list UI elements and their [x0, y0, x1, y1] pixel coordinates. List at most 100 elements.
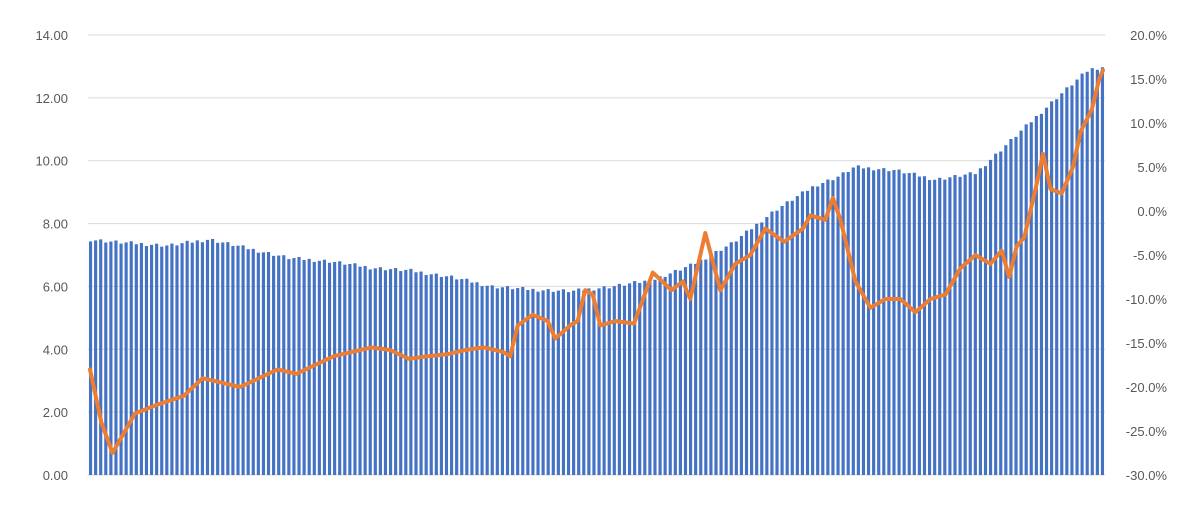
bar-178 — [994, 153, 998, 475]
bar-100 — [597, 288, 601, 475]
bar-60 — [394, 268, 398, 475]
bar-32 — [251, 248, 255, 475]
bar-191 — [1060, 93, 1064, 476]
line-path — [88, 68, 1105, 455]
bar-23 — [205, 239, 210, 475]
bar-154 — [872, 170, 876, 475]
bar-116 — [678, 270, 682, 475]
bar-7 — [124, 242, 128, 475]
bar-79 — [490, 285, 494, 475]
bar-162 — [912, 172, 916, 476]
bar-120 — [699, 259, 703, 475]
bar-117 — [683, 267, 688, 475]
bar-16 — [170, 243, 174, 475]
bar-150 — [851, 167, 855, 475]
bar-58 — [383, 270, 388, 475]
bar-144 — [821, 182, 825, 476]
bar-56 — [373, 268, 377, 475]
bar-131 — [755, 223, 759, 475]
bar-196 — [1085, 71, 1089, 475]
bar-series — [88, 67, 1105, 476]
bar-69 — [439, 276, 443, 475]
bar-133 — [765, 217, 769, 475]
bar-6 — [119, 243, 123, 475]
bar-138 — [790, 200, 794, 476]
bar-36 — [272, 255, 276, 475]
bar-169 — [948, 177, 952, 475]
bar-44 — [312, 261, 316, 475]
bar-81 — [500, 287, 504, 475]
left-tick-label-2: 4.00 — [43, 342, 68, 357]
bar-147 — [836, 176, 840, 475]
bar-80 — [495, 288, 499, 475]
right-tick-label-9: 15.0% — [1130, 72, 1167, 87]
bar-34 — [261, 252, 266, 475]
bar-110 — [648, 282, 652, 475]
bar-195 — [1080, 73, 1084, 475]
bar-148 — [841, 172, 845, 476]
bar-55 — [368, 269, 372, 475]
bar-75 — [470, 282, 474, 475]
bar-136 — [780, 206, 784, 475]
left-tick-label-1: 2.00 — [43, 405, 68, 420]
bar-194 — [1075, 79, 1079, 476]
bar-135 — [775, 210, 779, 476]
left-tick-label-5: 10.00 — [35, 154, 68, 169]
bar-99 — [592, 290, 596, 475]
bar-163 — [917, 176, 921, 475]
bar-118 — [689, 263, 693, 475]
bar-14 — [160, 246, 164, 475]
bar-24 — [211, 238, 215, 475]
bar-179 — [999, 151, 1003, 475]
bar-22 — [200, 242, 204, 475]
bar-111 — [653, 279, 657, 475]
bar-186 — [1034, 116, 1038, 475]
bar-173 — [968, 172, 972, 475]
bar-59 — [388, 269, 393, 475]
bar-67 — [429, 274, 433, 475]
bar-153 — [866, 167, 871, 475]
bar-109 — [643, 280, 647, 475]
bar-48 — [333, 261, 337, 475]
bar-180 — [1004, 145, 1008, 475]
bar-140 — [800, 191, 805, 475]
bar-129 — [744, 230, 749, 475]
bar-161 — [907, 173, 911, 475]
right-tick-label-7: 5.0% — [1137, 160, 1167, 175]
bar-84 — [516, 288, 520, 475]
bar-112 — [658, 276, 662, 475]
bar-157 — [887, 171, 891, 475]
bar-52 — [353, 263, 357, 475]
bar-176 — [983, 166, 988, 475]
bar-94 — [566, 292, 571, 475]
bar-12 — [149, 244, 154, 475]
right-tick-label-3: -15.0% — [1126, 336, 1168, 351]
bar-65 — [419, 271, 423, 475]
bar-122 — [709, 255, 713, 475]
bar-145 — [826, 179, 830, 476]
bar-91 — [551, 291, 555, 475]
bar-101 — [602, 286, 606, 475]
bar-124 — [719, 250, 723, 475]
bar-93 — [561, 289, 566, 475]
bar-64 — [414, 272, 418, 475]
bar-25 — [216, 242, 220, 475]
bar-105 — [622, 285, 627, 475]
bar-167 — [938, 177, 942, 475]
bar-113 — [663, 276, 667, 475]
bar-68 — [434, 273, 438, 475]
bar-74 — [465, 278, 469, 475]
bar-77 — [480, 286, 484, 475]
right-tick-label-0: -30.0% — [1126, 468, 1168, 483]
bar-115 — [673, 269, 677, 475]
bar-121 — [704, 259, 708, 475]
bar-47 — [327, 262, 332, 475]
bar-156 — [882, 168, 886, 475]
bar-61 — [399, 271, 403, 475]
bar-106 — [627, 283, 632, 475]
bar-107 — [633, 281, 637, 475]
left-tick-label-3: 6.00 — [43, 279, 68, 294]
bar-160 — [902, 173, 906, 475]
line-series — [88, 68, 1105, 455]
